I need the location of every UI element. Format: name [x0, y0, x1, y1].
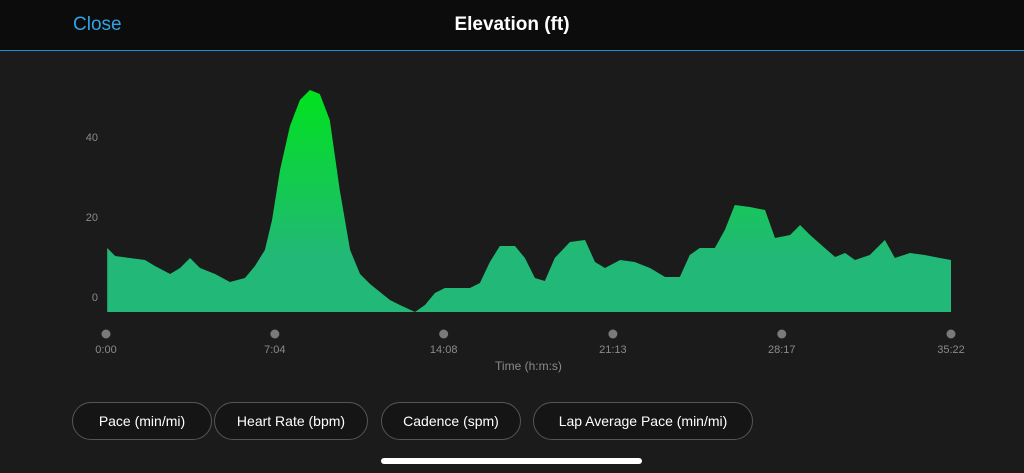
x-tick-label: 28:17 [768, 344, 796, 356]
x-tick-label: 0:00 [95, 344, 116, 356]
y-tick-label: 20 [86, 212, 98, 224]
header: Close Elevation (ft) [0, 0, 1024, 51]
x-tick-dot [439, 329, 449, 339]
x-tick-dot [270, 329, 280, 339]
screen-title: Elevation (ft) [454, 14, 570, 35]
chart: 0 20 40 0:00 7:04 14:08 21:13 28:17 35:22 Time (h… [86, 90, 965, 373]
x-tick-label: 21:13 [599, 344, 627, 356]
x-tick-dot [101, 329, 111, 339]
x-tick-label: 7:04 [264, 344, 285, 356]
x-tick-dot [608, 329, 618, 339]
y-tick-label: 40 [86, 132, 98, 144]
x-tick-dot [946, 329, 956, 339]
metric-button[interactable]: Pace (min/mi) [72, 402, 212, 440]
x-tick-label: 14:08 [430, 344, 458, 356]
home-indicator [381, 458, 642, 464]
x-tick-dot [777, 329, 787, 339]
close-button[interactable]: Close [73, 14, 122, 35]
metric-button[interactable]: Cadence (spm) [381, 402, 521, 440]
x-axis-label: Time (h:m:s) [495, 359, 562, 373]
axes: 0 20 40 0:00 7:04 14:08 21:13 28:17 35:22 Time (h… [86, 132, 965, 373]
elevation-area [107, 90, 951, 312]
metric-button[interactable]: Heart Rate (bpm) [214, 402, 368, 440]
y-tick-label: 0 [92, 292, 98, 304]
metric-button[interactable]: Lap Average Pace (min/mi) [533, 402, 753, 440]
x-tick-label: 35:22 [937, 344, 965, 356]
